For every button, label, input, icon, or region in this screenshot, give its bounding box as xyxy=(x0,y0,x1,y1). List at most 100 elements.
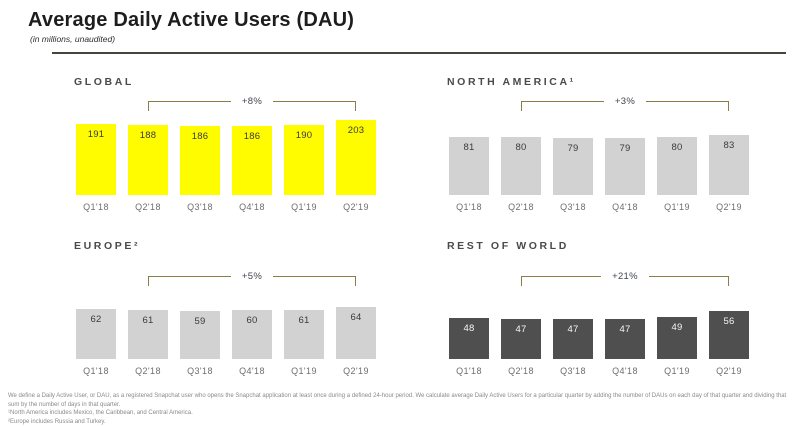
bar-group-europe: 62 Q1'18 61 Q2'18 59 Q3'18 60 Q4'18 61 Q1'19 64 Q2'… xyxy=(76,307,376,377)
footnotes: We define a Daily Active User, or DAU, a… xyxy=(8,392,794,426)
bar-value-label: 188 xyxy=(139,130,157,141)
category-label: Q2'19 xyxy=(716,366,742,376)
category-label: Q4'18 xyxy=(239,202,265,212)
bar-column: 79 Q3'18 xyxy=(553,138,593,213)
bar-value-label: 80 xyxy=(515,142,527,153)
category-label: Q1'18 xyxy=(456,202,482,212)
bar-Q1'19: 49 xyxy=(657,317,697,359)
bar-value-label: 61 xyxy=(298,315,310,326)
bar-Q2'19: 203 xyxy=(336,120,376,195)
bar-Q2'19: 56 xyxy=(709,311,749,359)
bar-column: 188 Q2'18 xyxy=(128,125,168,213)
bar-value-label: 56 xyxy=(723,316,735,327)
bar-Q2'18: 61 xyxy=(128,310,168,359)
bar-value-label: 61 xyxy=(142,315,154,326)
bar-value-label: 186 xyxy=(191,131,209,142)
bar-Q2'18: 188 xyxy=(128,125,168,195)
bracket-line-left xyxy=(521,276,602,286)
bar-Q2'19: 64 xyxy=(336,307,376,359)
bar-value-label: 59 xyxy=(194,316,206,327)
chart-title-north-america: NORTH AMERICA¹ xyxy=(447,76,576,88)
bracket-line-right xyxy=(273,101,356,111)
bar-column: 48 Q1'18 xyxy=(449,318,489,377)
bar-column: 81 Q1'18 xyxy=(449,137,489,213)
category-label: Q2'18 xyxy=(135,202,161,212)
growth-bracket-global: +8% xyxy=(148,96,356,111)
bar-group-global: 191 Q1'18 188 Q2'18 186 Q3'18 186 Q4'18 190 Q1'19… xyxy=(76,120,376,213)
bar-value-label: 203 xyxy=(347,125,365,136)
category-label: Q1'18 xyxy=(456,366,482,376)
bar-value-label: 64 xyxy=(350,312,362,323)
bar-column: 47 Q4'18 xyxy=(605,319,645,377)
bar-Q3'18: 79 xyxy=(553,138,593,195)
bar-value-label: 79 xyxy=(567,143,579,154)
bar-value-label: 62 xyxy=(90,314,102,325)
bar-value-label: 60 xyxy=(246,315,258,326)
category-label: Q3'18 xyxy=(187,202,213,212)
bar-Q1'19: 80 xyxy=(657,137,697,195)
bar-value-label: 47 xyxy=(567,324,579,335)
growth-bracket-europe: +5% xyxy=(148,271,356,286)
bracket-line-right xyxy=(646,101,729,111)
bracket-line-left xyxy=(148,276,231,286)
footnote-north-america: ¹North America includes Mexico, the Cari… xyxy=(8,410,193,417)
growth-label-rest-of-world: +21% xyxy=(612,271,638,282)
bar-Q1'18: 62 xyxy=(76,309,116,359)
bar-Q1'18: 81 xyxy=(449,137,489,195)
bar-value-label: 48 xyxy=(463,323,475,334)
footnote-europe: ²Europe includes Russia and Turkey. xyxy=(8,419,106,426)
category-label: Q3'18 xyxy=(560,202,586,212)
category-label: Q4'18 xyxy=(612,366,638,376)
bar-group-north-america: 81 Q1'18 80 Q2'18 79 Q3'18 79 Q4'18 80 Q1'19 83 Q2'… xyxy=(449,135,749,213)
category-label: Q1'19 xyxy=(291,366,317,376)
bar-column: 64 Q2'19 xyxy=(336,307,376,377)
bar-column: 186 Q4'18 xyxy=(232,126,272,213)
category-label: Q2'19 xyxy=(343,202,369,212)
growth-label-global: +8% xyxy=(241,96,263,107)
page-title: Average Daily Active Users (DAU) xyxy=(28,9,355,31)
bar-value-label: 80 xyxy=(671,142,683,153)
bar-Q3'18: 59 xyxy=(180,311,220,359)
bar-column: 190 Q1'19 xyxy=(284,125,324,213)
category-label: Q3'18 xyxy=(560,366,586,376)
bar-column: 80 Q1'19 xyxy=(657,137,697,213)
category-label: Q2'19 xyxy=(343,366,369,376)
category-label: Q3'18 xyxy=(187,366,213,376)
bar-column: 80 Q2'18 xyxy=(501,137,541,213)
category-label: Q4'18 xyxy=(239,366,265,376)
page-subtitle: (in millions, unaudited) xyxy=(30,34,116,44)
bar-column: 59 Q3'18 xyxy=(180,311,220,377)
bar-value-label: 47 xyxy=(619,324,631,335)
bar-value-label: 83 xyxy=(723,140,735,151)
chart-panel-rest-of-world: REST OF WORLD +21% 48 Q1'18 47 Q2'18 47 Q3'18… xyxy=(428,234,763,377)
header-divider xyxy=(52,52,786,54)
bar-column: 83 Q2'19 xyxy=(709,135,749,213)
bar-Q4'18: 47 xyxy=(605,319,645,359)
bar-value-label: 186 xyxy=(243,131,261,142)
bar-column: 47 Q2'18 xyxy=(501,319,541,377)
bar-value-label: 81 xyxy=(463,142,475,153)
chart-title-europe: EUROPE² xyxy=(74,240,141,252)
bar-group-rest-of-world: 48 Q1'18 47 Q2'18 47 Q3'18 47 Q4'18 49 Q1'19 56 Q2'… xyxy=(449,311,749,377)
bar-column: 79 Q4'18 xyxy=(605,138,645,213)
category-label: Q1'18 xyxy=(83,202,109,212)
chart-title-global: GLOBAL xyxy=(74,76,134,88)
bar-Q4'18: 60 xyxy=(232,310,272,359)
growth-bracket-north-america: +3% xyxy=(521,96,729,111)
bar-column: 60 Q4'18 xyxy=(232,310,272,377)
bar-column: 49 Q1'19 xyxy=(657,317,697,377)
bar-Q1'18: 191 xyxy=(76,124,116,195)
category-label: Q2'19 xyxy=(716,202,742,212)
bar-value-label: 49 xyxy=(671,322,683,333)
bar-column: 203 Q2'19 xyxy=(336,120,376,213)
bar-Q2'18: 80 xyxy=(501,137,541,195)
category-label: Q1'19 xyxy=(291,202,317,212)
bar-Q3'18: 186 xyxy=(180,126,220,195)
bar-Q2'18: 47 xyxy=(501,319,541,359)
bracket-line-right xyxy=(273,276,356,286)
growth-label-north-america: +3% xyxy=(614,96,636,107)
bar-Q4'18: 186 xyxy=(232,126,272,195)
bar-column: 62 Q1'18 xyxy=(76,309,116,377)
bar-Q4'18: 79 xyxy=(605,138,645,195)
